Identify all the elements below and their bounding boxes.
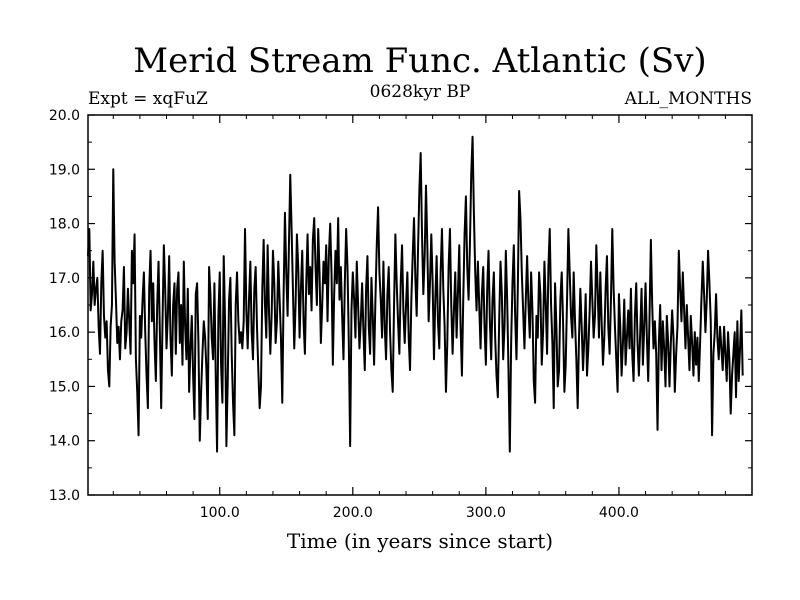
y-tick-label: 13.0 (49, 488, 80, 504)
x-tick-label: 400.0 (599, 505, 639, 521)
subtitle-center: 0628kyr BP (370, 82, 471, 102)
chart-title: Merid Stream Func. Atlantic (Sv) (133, 41, 706, 81)
y-tick-label: 20.0 (49, 108, 80, 124)
tick-labels-layer: 13.0 14.0 15.0 16.0 17.0 18.0 19.0 20.0 100.0 200… (49, 108, 639, 521)
x-tick-label: 300.0 (466, 505, 506, 521)
y-tick-label: 16.0 (49, 325, 80, 341)
subtitle-right: ALL_MONTHS (624, 89, 752, 109)
subtitle-left: Expt = xqFuZ (88, 89, 208, 109)
y-tick-label: 14.0 (49, 434, 80, 450)
x-axis-label: Time (in years since start) (287, 529, 553, 553)
x-tick-label: 100.0 (200, 505, 240, 521)
y-tick-label: 19.0 (49, 162, 80, 178)
y-tick-label: 17.0 (49, 271, 80, 287)
plot-frame (87, 114, 753, 496)
y-tick-label: 15.0 (49, 379, 80, 395)
series-line (87, 135, 744, 453)
x-tick-label: 200.0 (333, 505, 373, 521)
y-tick-label: 18.0 (49, 217, 80, 233)
